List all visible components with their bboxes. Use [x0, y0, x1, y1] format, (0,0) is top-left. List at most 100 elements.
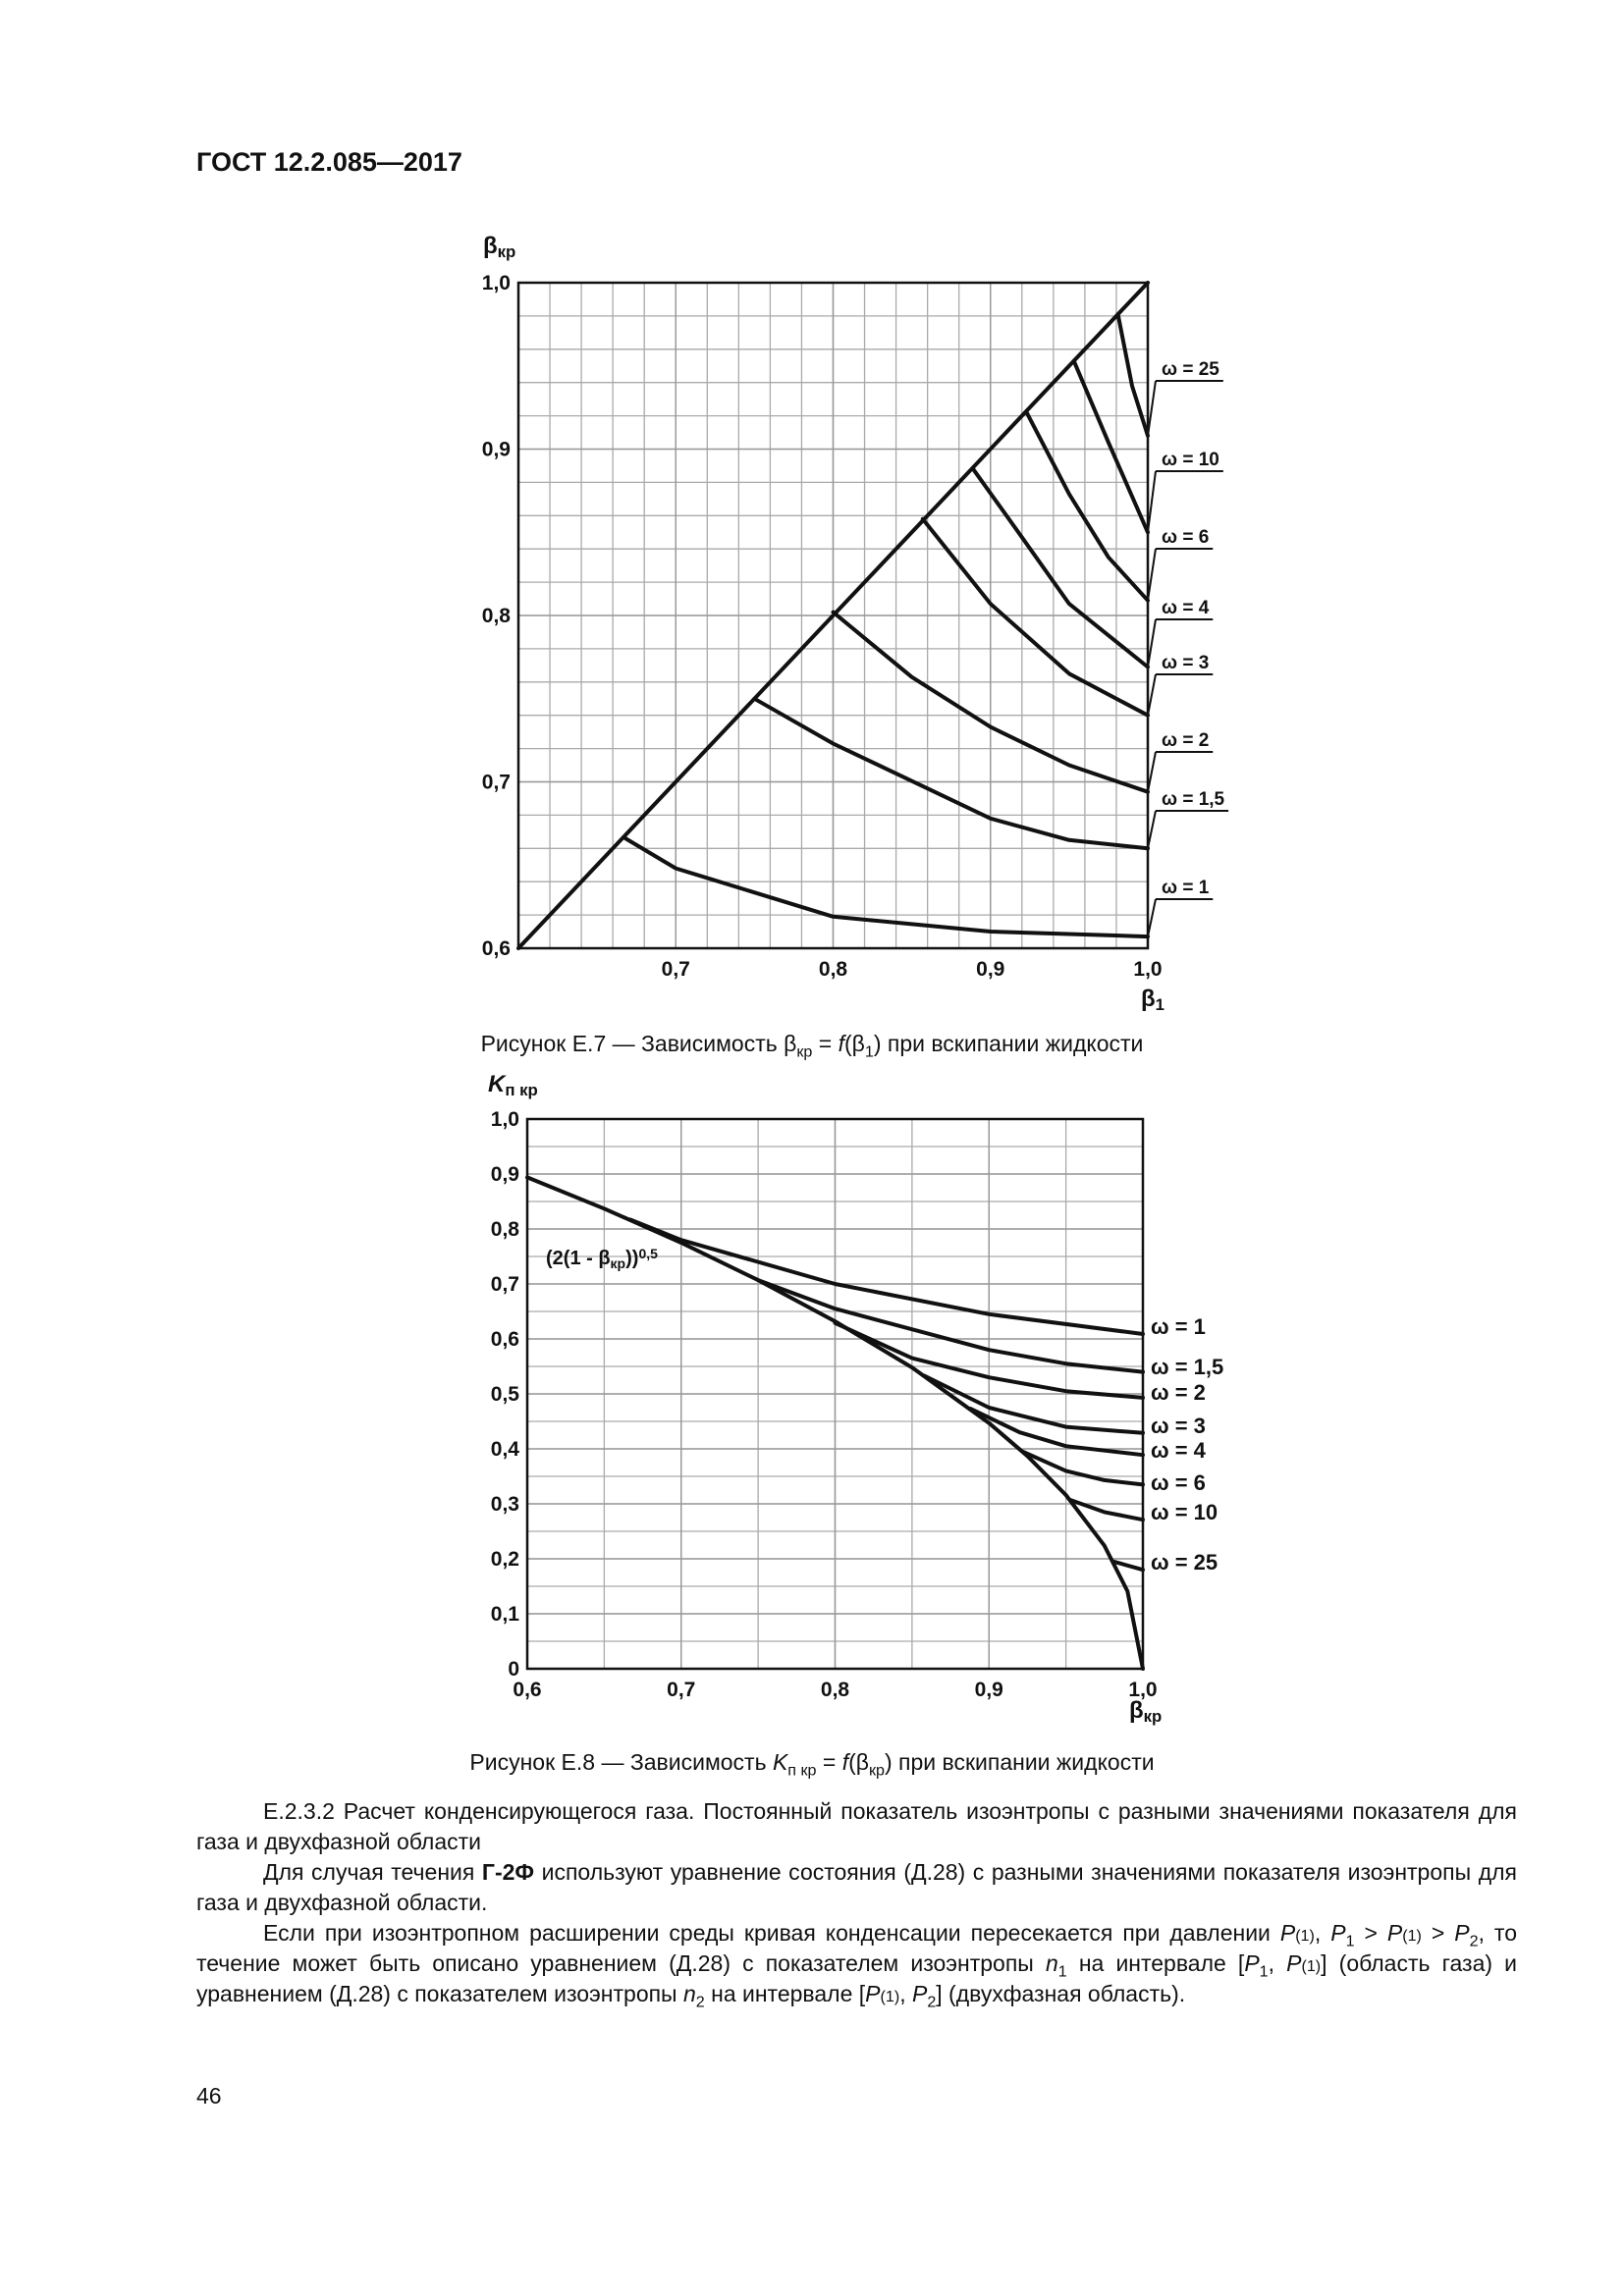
- x-tick-label: 0,7: [667, 1679, 695, 1701]
- text-run: >: [1354, 1920, 1387, 1946]
- plot-frame: [525, 1117, 1145, 1671]
- text-run: (1): [1402, 1927, 1422, 1945]
- legend-label: ω = 1,5: [1162, 789, 1225, 810]
- text-run: =: [812, 1031, 839, 1056]
- text-run: 1: [1057, 1962, 1067, 1981]
- text-run: на интервале [: [704, 1981, 866, 2006]
- text-run: P: [911, 1981, 928, 2006]
- leader-line: [1147, 470, 1157, 533]
- y-axis-label: βкр: [483, 233, 515, 261]
- chart: 0,6 0,7 0,8 0,9 1,0 0 0,1 0,2 0,3 0,4 0,5 0,6 0,7 0,8…: [488, 1071, 1223, 1726]
- text-run: (2(1 - β: [546, 1248, 611, 1269]
- legend-label: ω = 25: [1151, 1550, 1218, 1575]
- caption: Рисунок Е.8 — Зависимость Kп кр = f(βкр)…: [0, 1749, 1624, 1779]
- text-run: 0,5: [638, 1246, 658, 1261]
- y-tick-label: 0: [508, 1658, 519, 1681]
- curve: [628, 1217, 1145, 1336]
- curve: [968, 1407, 1145, 1458]
- curve: [831, 610, 1150, 794]
- x-tick-label: 0,7: [662, 958, 690, 981]
- curve: [525, 1175, 1145, 1671]
- text-run: ,: [899, 1981, 912, 2006]
- text-run: P: [1330, 1920, 1346, 1946]
- legend-label: ω = 3: [1162, 653, 1209, 673]
- text-run: f: [838, 1031, 844, 1056]
- curve: [1020, 1449, 1145, 1487]
- paragraph: Если при изоэнтропном расширении среды к…: [196, 1918, 1517, 2011]
- paragraph: Для случая течения Г-2Ф используют уравн…: [196, 1857, 1517, 1918]
- y-tick-label: 0,5: [491, 1383, 520, 1406]
- text-run: P: [1454, 1920, 1470, 1946]
- x-tick-label: 1,0: [1128, 1679, 1157, 1701]
- text-run: 2: [927, 1993, 937, 2011]
- text-run: кр: [796, 1042, 813, 1061]
- y-tick-label: 1,0: [491, 1108, 519, 1131]
- text-run: 2: [695, 1993, 705, 2011]
- curve: [756, 1278, 1145, 1374]
- text-run: кр: [498, 242, 516, 261]
- y-tick-label: 0,8: [491, 1218, 520, 1241]
- plot-frame: [516, 281, 1150, 950]
- text-run: (1): [1301, 1957, 1322, 1975]
- curve: [922, 1373, 1145, 1435]
- text-run: 2: [1469, 1932, 1479, 1950]
- legend-label: ω = 1: [1151, 1314, 1206, 1339]
- text-run: (β: [848, 1749, 869, 1775]
- text-run: K: [488, 1071, 507, 1097]
- y-tick-label: 0,4: [491, 1438, 520, 1461]
- text-run: п кр: [505, 1081, 537, 1099]
- legend-label: ω = 2: [1162, 730, 1209, 751]
- text-run: 1: [1345, 1932, 1355, 1950]
- y-tick-label: 0,3: [491, 1493, 519, 1516]
- text-run: P: [1386, 1920, 1403, 1946]
- text-run: β: [483, 233, 498, 259]
- leader-line: [1147, 898, 1157, 937]
- x-tick-label: 0,9: [975, 1679, 1003, 1701]
- header: ГОСТ 12.2.085—2017: [196, 147, 462, 177]
- y-tick-label: 0,7: [491, 1273, 519, 1296]
- legend-label: ω = 6: [1162, 527, 1209, 548]
- text-run: Для случая течения: [263, 1859, 482, 1885]
- text-run: кр: [1144, 1707, 1163, 1726]
- text-run: используют уравнение состояния (Д.28) с …: [196, 1859, 1517, 1915]
- legend-label: ω = 1,5: [1151, 1355, 1223, 1379]
- text-run: Рисунок Е.8 — Зависимость: [469, 1749, 773, 1775]
- text-run: Е.2.3.2 Расчет конденсирующегося газа. П…: [196, 1798, 1517, 1854]
- text-run: ] (область газа) и уравнением (Д.28) с п…: [196, 1950, 1517, 2006]
- text-run: на интервале [: [1066, 1950, 1245, 1976]
- x-axis-label: β1: [1141, 986, 1164, 1014]
- text-run: P: [1286, 1950, 1302, 1976]
- text-run: P: [1279, 1920, 1296, 1946]
- y-tick-label: 0,2: [491, 1548, 519, 1571]
- legend-label: ω = 25: [1162, 359, 1219, 380]
- curve: [920, 516, 1150, 718]
- curve: [1071, 358, 1150, 535]
- curve: [1068, 1498, 1145, 1522]
- text-run: ] (двухфазная область).: [936, 1981, 1186, 2006]
- text-run: f: [841, 1749, 849, 1775]
- legend-label: ω = 1: [1162, 878, 1210, 898]
- curve: [752, 696, 1150, 851]
- curve: [971, 466, 1150, 669]
- text-run: , то течение может быть описано уравнени…: [196, 1920, 1517, 1976]
- text-run: ,: [1314, 1920, 1331, 1946]
- leader-line: [1147, 673, 1157, 716]
- y-tick-label: 0,6: [482, 937, 511, 960]
- legend-label: ω = 3: [1151, 1414, 1206, 1438]
- text-run: >: [1421, 1920, 1455, 1946]
- text-run: =: [816, 1749, 842, 1775]
- curve: [1115, 312, 1150, 438]
- leader-line: [1147, 548, 1157, 601]
- text-run: )): [625, 1248, 638, 1269]
- legend-label: ω = 2: [1151, 1380, 1206, 1405]
- legend-label: ω = 4: [1151, 1438, 1207, 1463]
- text-run: 1: [1259, 1962, 1269, 1981]
- annotation: (2(1 - βкр))0,5: [546, 1246, 658, 1270]
- y-tick-label: 1,0: [482, 272, 511, 294]
- text-run: n: [682, 1981, 696, 2006]
- figures: 0,7 0,8 0,9 1,00,60,70,80,91,0ω = 1ω = 1,5ω…: [482, 233, 1229, 1726]
- curve: [833, 1320, 1145, 1400]
- legend-label: ω = 6: [1151, 1470, 1206, 1495]
- legend-label: ω = 10: [1151, 1500, 1218, 1524]
- leader-line: [1147, 751, 1157, 792]
